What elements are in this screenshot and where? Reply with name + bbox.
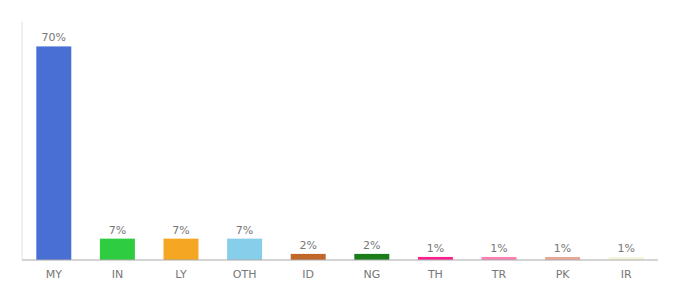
x-tick-label: ID	[302, 268, 314, 281]
x-tick-label: PK	[556, 268, 571, 281]
x-axis-line	[22, 260, 658, 261]
x-tick-label: IN	[112, 268, 123, 281]
x-tick-label: TR	[491, 268, 507, 281]
x-tick-label: OTH	[233, 268, 257, 281]
chart-svg: 70% 7% 7% 7% 2% 2% 1% 1% 1% 1% MY IN LY OTH ID NG TH TR PK…	[0, 0, 680, 300]
chart-container: 70% 7% 7% 7% 2% 2% 1% 1% 1% 1% MY IN LY OTH ID NG TH TR PK…	[0, 0, 680, 300]
x-tick-label: TH	[427, 268, 443, 281]
data-labels: 70% 7% 7% 7% 2% 2% 1% 1% 1% 1%	[42, 31, 635, 255]
data-label: 1%	[554, 242, 571, 255]
data-label: 2%	[363, 239, 380, 252]
x-tick-labels: MY IN LY OTH ID NG TH TR PK IR	[46, 268, 632, 281]
bar	[227, 239, 262, 260]
y-axis-line	[22, 22, 23, 260]
data-label: 7%	[172, 224, 189, 237]
data-label: 1%	[617, 242, 634, 255]
x-tick-label: IR	[621, 268, 632, 281]
bar	[100, 239, 135, 260]
data-label: 1%	[490, 242, 507, 255]
data-label: 2%	[299, 239, 316, 252]
data-label: 70%	[42, 31, 66, 44]
data-label: 7%	[109, 224, 126, 237]
data-label: 1%	[427, 242, 444, 255]
x-tick-label: LY	[175, 268, 187, 281]
data-label: 7%	[236, 224, 253, 237]
bar	[164, 239, 199, 260]
bar	[36, 46, 71, 260]
bar	[291, 254, 326, 260]
bars	[36, 46, 643, 260]
x-tick-label: NG	[363, 268, 380, 281]
x-tick-label: MY	[46, 268, 62, 281]
bar	[354, 254, 389, 260]
